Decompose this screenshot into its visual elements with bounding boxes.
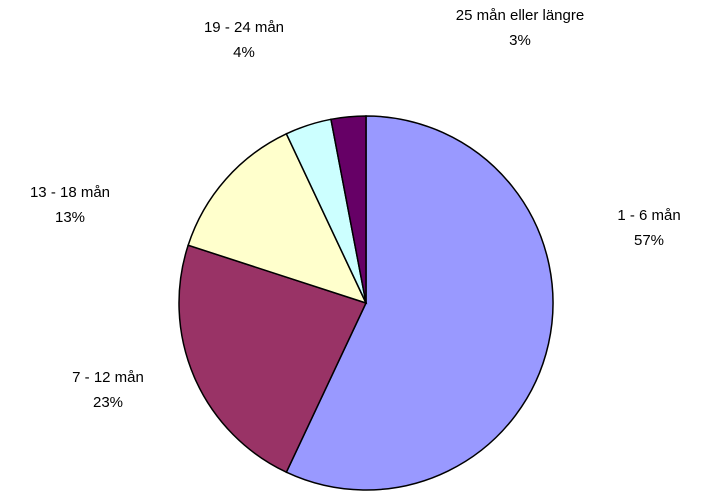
pie-slice [330,115,367,304]
pie-slice [187,132,368,305]
slice-value-label: 3% [509,32,531,49]
slice-value-label: 23% [93,394,123,411]
slice-value-label: 57% [634,232,664,249]
slice-value-label: 13% [55,209,85,226]
pie-slice [178,244,368,474]
slice-label: 1 - 6 mån [617,207,680,224]
slice-label: 25 mån eller längre [456,7,584,24]
slice-label: 7 - 12 mån [72,369,144,386]
slice-label: 19 - 24 mån [204,19,284,36]
slice-value-label: 4% [233,44,255,61]
pie-slice [285,115,554,491]
slice-label: 13 - 18 mån [30,184,110,201]
